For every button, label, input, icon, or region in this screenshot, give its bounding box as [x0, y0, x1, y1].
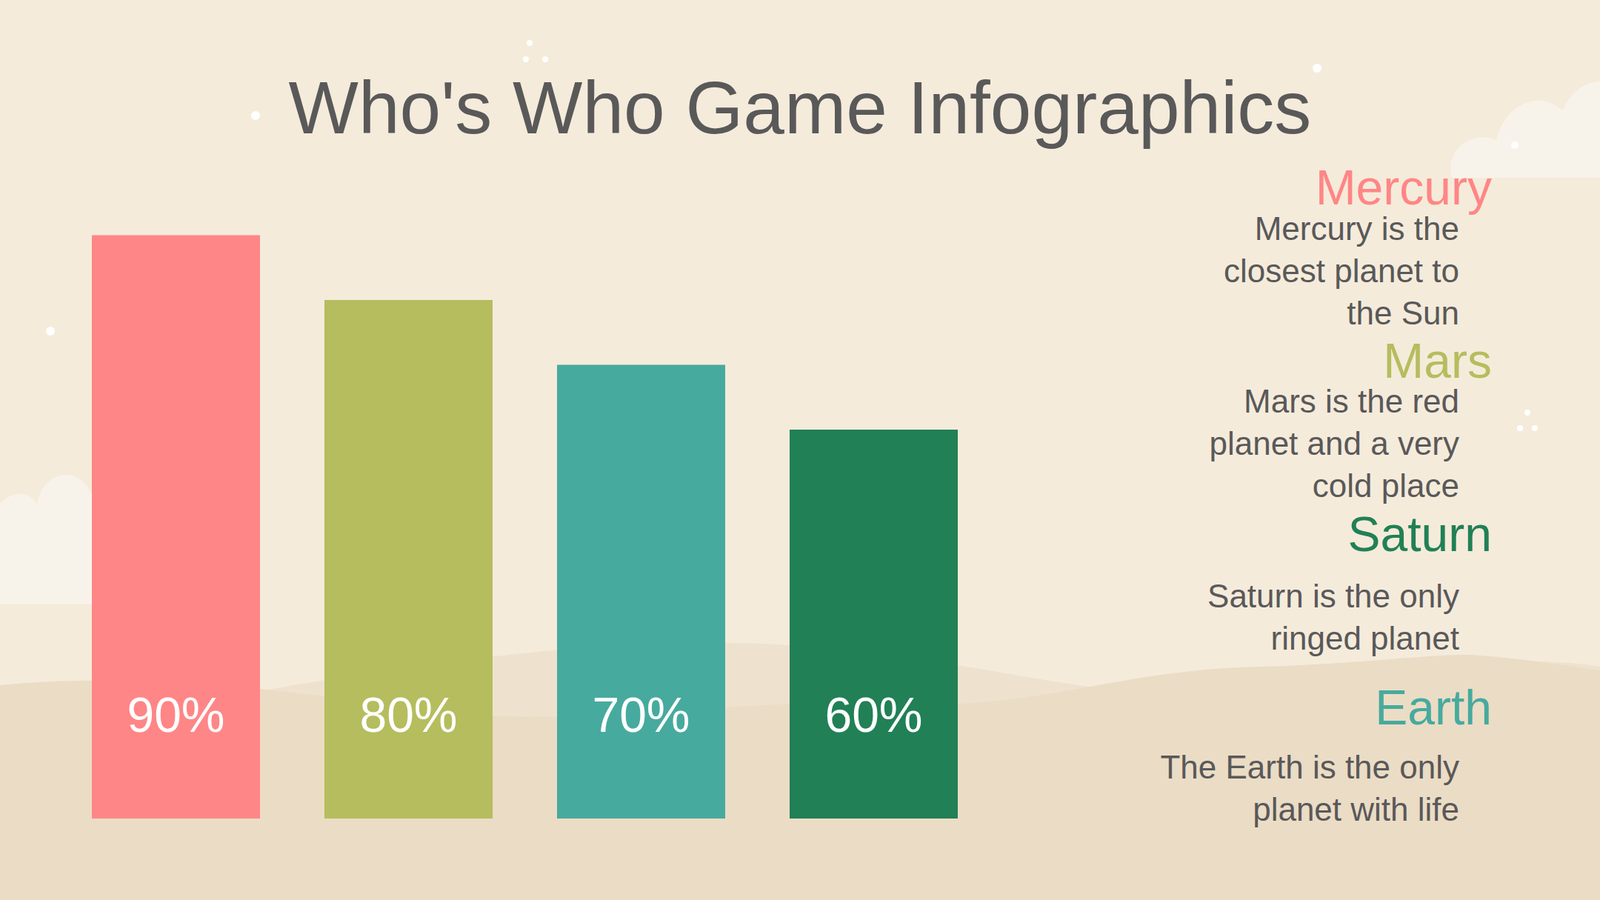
star	[45, 326, 55, 336]
annotation-title: Mars	[1382, 333, 1492, 389]
data-label: 90%	[126, 687, 225, 743]
star	[1517, 425, 1523, 432]
annotation-text: ringed planet	[1271, 620, 1460, 657]
annotation-text: cold place	[1312, 467, 1460, 504]
bar	[91, 235, 260, 820]
annotation-text: planet with life	[1252, 791, 1460, 828]
star	[542, 56, 549, 63]
star	[251, 111, 260, 120]
data-label: 70%	[591, 687, 690, 743]
annotation-title: Mercury	[1315, 160, 1492, 215]
annotation-text: Mars is the red	[1243, 382, 1460, 420]
annotation-text: closest planet to	[1223, 252, 1460, 289]
bar	[324, 300, 493, 819]
annotation-title: Saturn	[1348, 506, 1492, 562]
background	[0, 0, 1600, 900]
annotation-text: The Earth is the only	[1160, 748, 1460, 786]
cloud	[0, 474, 93, 604]
annotation-text: the Sun	[1346, 294, 1460, 332]
star	[1511, 141, 1519, 149]
star	[1524, 409, 1531, 416]
data-label: 60%	[824, 687, 923, 743]
annotations: MercuryMercury is the closest planet to th…	[1160, 160, 1492, 828]
annotation-text: Mercury is the	[1254, 210, 1460, 247]
data-labels: 90% 80% 70% 60%	[126, 687, 923, 743]
annotation-text: Saturn is the only	[1207, 577, 1460, 615]
chart: Who's Who Game Infographics 90% 80% 70% 60% M…	[0, 0, 1600, 900]
annotation-text: planet and a very	[1208, 425, 1460, 462]
star	[522, 56, 529, 63]
bars	[91, 235, 958, 820]
star	[526, 40, 533, 46]
star	[1312, 63, 1322, 73]
data-label: 80%	[359, 687, 458, 743]
star	[1531, 425, 1538, 432]
bar	[789, 429, 958, 819]
title: Who's Who Game Infographics	[288, 65, 1312, 149]
bar	[557, 365, 726, 820]
annotation-title: Earth	[1374, 680, 1492, 735]
